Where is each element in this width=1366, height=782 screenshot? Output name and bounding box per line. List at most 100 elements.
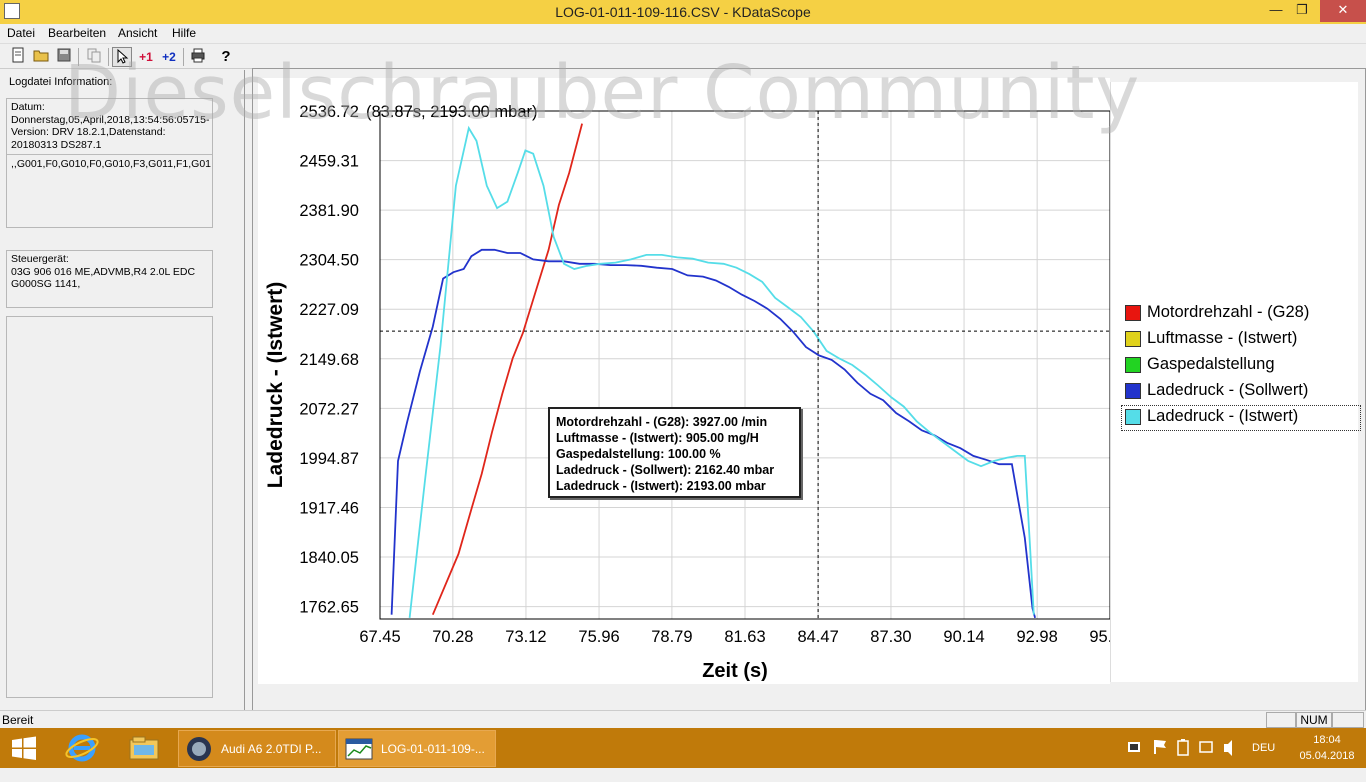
pointer-icon[interactable] [112,47,132,67]
steuergeraet-value-1: 03G 906 016 ME,ADVMB,R4 2.0L EDC [11,265,196,278]
y-tick-label: 2149.68 [299,351,359,369]
keyboard-language[interactable]: DEU [1252,742,1276,754]
print-icon[interactable] [188,47,208,67]
legend-label: Ladedruck - (Sollwert) [1147,381,1309,399]
steuergeraet-value-2: G000SG 1141, [11,278,81,290]
groups-value: ,,G001,F0,G010,F0,G010,F3,G011,F1,G01 [11,158,211,170]
y-tick-label: 1840.05 [299,549,359,567]
y-tick-label: 2227.09 [299,301,359,319]
app-window: LOG-01-011-109-116.CSV - KDataScope — ❐ … [0,0,1366,728]
x-tick-label: 84.47 [797,628,838,646]
menu-hilfe[interactable]: Hilfe [172,26,197,40]
steuergeraet-label: Steuergerät: [11,253,69,265]
legend-label: Motordrehzahl - (G28) [1147,303,1310,321]
taskbar-app-audi[interactable]: Audi A6 2.0TDI P... [178,730,336,767]
legend-selection [1121,405,1361,431]
x-tick-label: 67.45 [359,628,400,646]
toolbar: +1 +2 ? [0,43,1366,69]
cursor-plus1-icon[interactable]: +1 [139,50,153,64]
legend-panel: Motordrehzahl - (G28) Luftmasse - (Istwe… [1110,82,1361,682]
series-group [390,123,1036,619]
battery-icon[interactable] [1177,739,1189,756]
start-button[interactable] [6,728,42,768]
log-info-heading: Logdatei Information: [9,76,113,88]
chart-area[interactable]: 67.45 70.28 73.12 75.96 78.79 81.63 84.47 87.30… [258,78,1131,684]
value-tooltip: Motordrehzahl - (G28): 3927.00 /min Luft… [548,407,801,498]
legend-swatch [1125,331,1141,347]
open-folder-icon[interactable] [31,47,51,67]
legend-label: Luftmasse - (Istwert) [1147,329,1298,347]
taskbar-app-label: LOG-01-011-109-... [381,742,485,756]
y-tick-label: 1762.65 [299,599,359,617]
series-line-3 [390,248,1036,619]
y-tick-label: 1994.87 [299,450,359,468]
x-tick-label: 73.12 [505,628,546,646]
legend-label: Ladedruck - (Istwert) [1147,407,1299,425]
maximize-button[interactable]: ❐ [1296,2,1308,17]
version-value: Version: DRV 18.2.1,Datenstand: [11,126,166,138]
steuergeraet-box: Steuergerät: 03G 906 016 ME,ADVMB,R4 2.0… [6,250,213,308]
audi-app-icon [187,737,211,761]
help-icon[interactable]: ? [221,48,231,65]
cursor-readout: (83.87s, 2193.00 mbar) [366,103,538,121]
log-info-panel: Logdatei Information: Datum: Donnerstag,… [4,70,248,710]
cursor-plus2-icon[interactable]: +2 [162,50,176,64]
save-icon[interactable] [54,47,74,67]
close-button[interactable]: ✕ [1320,0,1366,22]
menu-bar: Datei Bearbeiten Ansicht Hilfe [0,24,1366,43]
status-num: NUM [1296,712,1332,728]
y-tick-label: 2536.72 [299,103,359,121]
taskbar: Audi A6 2.0TDI P... LOG-01-011-109-... D… [0,728,1366,768]
volume-icon[interactable] [1224,740,1232,756]
app-icon[interactable] [4,3,20,19]
power-icon[interactable] [1199,741,1213,753]
copy-icon[interactable] [84,47,104,67]
new-file-icon[interactable] [8,47,28,67]
y-axis-label: Ladedruck - (Istwert) [264,282,287,489]
taskbar-app-label: Audi A6 2.0TDI P... [221,742,322,756]
flag-icon[interactable] [1154,740,1166,754]
y-tick-label: 1917.46 [299,499,359,517]
empty-info-box [6,316,213,698]
x-tick-label: 81.63 [724,628,765,646]
x-tick-label: 92.98 [1017,628,1058,646]
tooltip-line: Ladedruck - (Istwert): 2193.00 mbar [556,479,766,493]
system-tray [1126,728,1242,768]
network-icon[interactable] [1128,742,1140,752]
log-info-box: Datum: Donnerstag,05,April,2018,13:54:56… [6,98,213,228]
menu-bearbeiten[interactable]: Bearbeiten [48,26,107,40]
legend-swatch [1125,305,1141,321]
menu-ansicht[interactable]: Ansicht [118,26,158,40]
y-tick-label: 2381.90 [299,202,359,220]
series-line-4 [408,125,1035,619]
windows-icon [12,736,36,760]
legend-swatch [1125,409,1141,425]
clock-time: 18:04 [1313,734,1341,746]
status-bar: Bereit NUM [0,710,1366,728]
ie-icon[interactable] [62,728,102,768]
legend-swatch [1125,383,1141,399]
panel-splitter[interactable] [244,70,248,710]
datenstand-value: 20180313 DS287.1 [11,138,102,151]
clock[interactable]: 18:04 05.04.2018 [1296,728,1358,768]
tooltip-line: Ladedruck - (Sollwert): 2162.40 mbar [556,463,775,477]
x-tick-label: 95.81 [1089,628,1110,646]
tooltip-line: Gaspedalstellung: 100.00 % [556,447,721,461]
tooltip-line: Motordrehzahl - (G28): 3927.00 /min [556,415,768,429]
title-bar[interactable]: LOG-01-011-109-116.CSV - KDataScope — ❐ … [0,0,1366,24]
explorer-icon[interactable] [124,728,164,768]
series-line-0 [431,123,583,616]
kdatascope-app-icon [345,738,373,760]
status-text: Bereit [2,713,34,727]
y-tick-label: 2304.50 [299,252,359,270]
status-pane-blank [1266,712,1296,728]
clock-date: 05.04.2018 [1299,750,1355,762]
x-tick-label: 75.96 [578,628,619,646]
y-tick-label: 2459.31 [299,153,359,171]
minimize-button[interactable]: — [1269,2,1283,17]
chart-svg[interactable]: 67.45 70.28 73.12 75.96 78.79 81.63 84.47 87.30… [258,78,1131,684]
taskbar-app-kdatascope[interactable]: LOG-01-011-109-... [338,730,496,767]
menu-datei[interactable]: Datei [7,26,36,40]
datum-label: Datum: [11,101,45,113]
datum-value: Donnerstag,05,April,2018,13:54:56:05715- [11,113,210,126]
